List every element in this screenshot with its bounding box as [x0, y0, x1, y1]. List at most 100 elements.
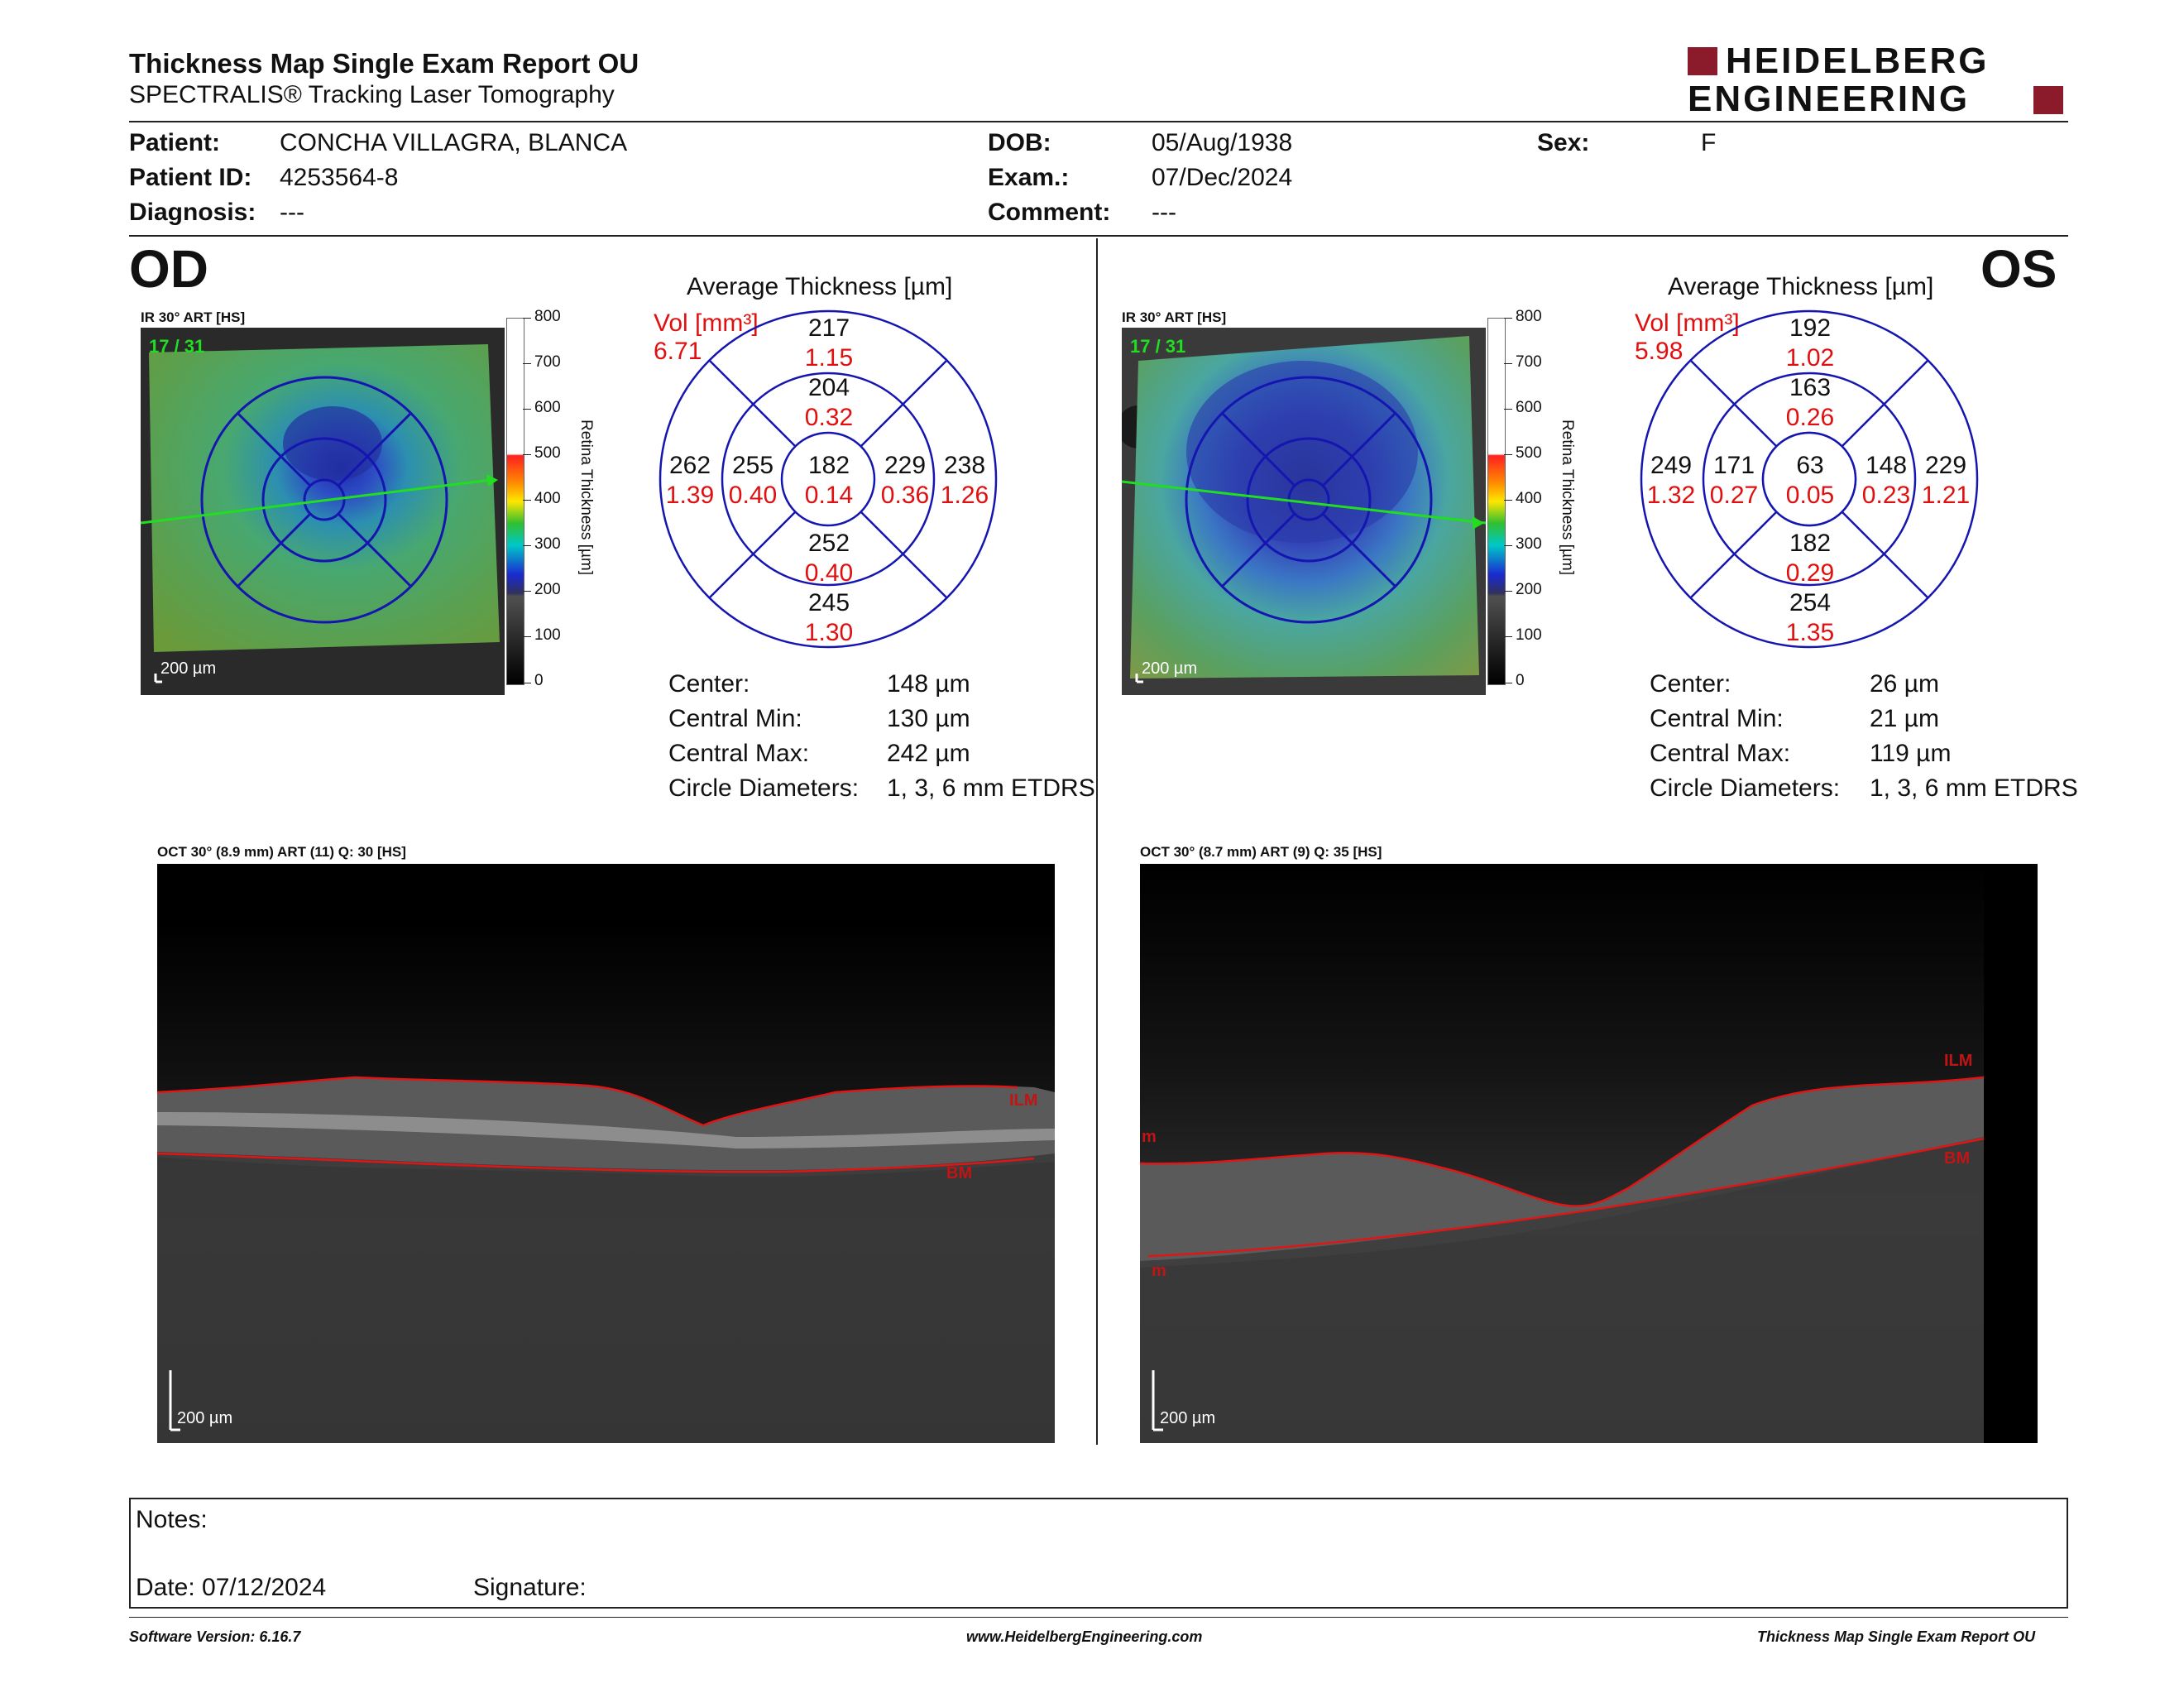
diagnosis-label: Diagnosis:: [129, 199, 256, 226]
od-scale-tick-700: 700: [534, 353, 561, 371]
od-thickness-map: 17 / 31 200 µm: [141, 328, 505, 695]
os-central-min-label: Central Min:: [1650, 705, 1784, 732]
os-outer-left-volume: 1.32: [1646, 482, 1696, 509]
od-inner-right-volume: 0.36: [880, 482, 930, 509]
od-scale-bar-label: 200 µm: [160, 659, 216, 678]
patient-id-value: 4253564-8: [280, 164, 399, 191]
od-outer-left-volume: 1.39: [665, 482, 715, 509]
notes-label: Notes:: [136, 1506, 208, 1533]
os-scale-bar-label: 200 µm: [1142, 659, 1197, 678]
patient-id-label: Patient ID:: [129, 164, 252, 191]
os-central-max-value: 119 µm: [1870, 740, 1952, 767]
os-inner-left-volume: 0.27: [1709, 482, 1759, 509]
os-frame-label: 17 / 31: [1130, 336, 1185, 357]
od-central-min-value: 130 µm: [887, 705, 970, 732]
os-thickness-map: 17 / 31 200 µm: [1122, 328, 1486, 695]
report-subtitle: SPECTRALIS® Tracking Laser Tomography: [129, 81, 615, 108]
os-outer-right-volume: 1.21: [1921, 482, 1971, 509]
logo-block-bottom: [2033, 86, 2063, 114]
od-inner-inf-thickness: 252: [807, 530, 850, 557]
os-vol-value: 5.98: [1635, 338, 1684, 365]
os-vol-label: Vol [mm³]: [1635, 309, 1740, 337]
od-central-min-label: Central Min:: [668, 705, 802, 732]
os-scale-tick-300: 300: [1516, 535, 1542, 553]
os-center-label: Center:: [1650, 670, 1731, 698]
od-center-label: Center:: [668, 670, 750, 698]
diagnosis-value: ---: [280, 199, 304, 226]
os-outer-inf-volume: 1.35: [1785, 619, 1835, 646]
os-oct-scan: ILM BM m m 200 µm: [1140, 864, 2038, 1443]
os-edge-mark-bottom: m: [1152, 1262, 1166, 1280]
os-scan-arrow: [1473, 516, 1484, 530]
od-outer-sup-thickness: 217: [807, 314, 850, 342]
od-oct-label: OCT 30° (8.9 mm) ART (11) Q: 30 [HS]: [157, 844, 406, 860]
od-ir-label: IR 30° ART [HS]: [141, 309, 246, 325]
od-outer-right-volume: 1.26: [940, 482, 989, 509]
od-ilm-label: ILM: [1009, 1091, 1037, 1110]
sex-label: Sex:: [1537, 129, 1590, 156]
os-inner-sup-volume: 0.26: [1785, 404, 1835, 431]
comment-value: ---: [1152, 199, 1176, 226]
os-scale-axis-label: Retina Thickness [µm]: [1559, 420, 1576, 575]
logo-line-1: HEIDELBERG: [1726, 41, 1990, 81]
os-outer-left-thickness: 249: [1650, 452, 1693, 479]
os-scan-line: [1122, 480, 1486, 525]
os-scale-tick-100: 100: [1516, 626, 1542, 644]
exam-value: 07/Dec/2024: [1152, 164, 1293, 191]
od-color-overlay: [149, 344, 500, 652]
od-bm-label: BM: [946, 1164, 972, 1182]
os-outer-sup-volume: 1.02: [1785, 344, 1835, 372]
od-inner-left-volume: 0.40: [728, 482, 778, 509]
sex-value: F: [1701, 129, 1717, 156]
od-scale-axis-label: Retina Thickness [µm]: [577, 420, 595, 575]
patient-value: CONCHA VILLAGRA, BLANCA: [280, 129, 628, 156]
od-outer-sup-volume: 1.15: [804, 344, 854, 372]
os-outer-inf-thickness: 254: [1789, 589, 1832, 616]
od-center-thickness: 182: [807, 452, 850, 479]
os-oct-label: OCT 30° (8.7 mm) ART (9) Q: 35 [HS]: [1140, 844, 1382, 860]
od-etdrs-grid-overlay: [200, 376, 448, 624]
os-bm-label: BM: [1944, 1149, 1970, 1168]
os-center-thickness: 63: [1796, 452, 1824, 479]
heidelberg-logo: HEIDELBERG ENGINEERING: [1688, 43, 2068, 119]
os-edge-mark-top: m: [1142, 1128, 1157, 1146]
os-ilm-line: [1140, 1076, 1985, 1207]
os-ir-label: IR 30° ART [HS]: [1122, 309, 1227, 325]
od-center-value: 148 µm: [887, 670, 970, 698]
notes-date: Date: 07/12/2024: [136, 1574, 327, 1601]
od-scale-tick-800: 800: [534, 308, 561, 325]
os-avg-title: Average Thickness [µm]: [1668, 273, 1934, 300]
os-center-volume: 0.05: [1785, 482, 1835, 509]
od-circle-diam-value: 1, 3, 6 mm ETDRS: [887, 774, 1095, 802]
od-scale-tick-600: 600: [534, 399, 561, 416]
dob-value: 05/Aug/1938: [1152, 129, 1293, 156]
od-vol-label: Vol [mm³]: [654, 309, 759, 337]
os-central-min-value: 21 µm: [1870, 705, 1939, 732]
notes-box[interactable]: Notes: Date: 07/12/2024 Signature:: [129, 1498, 2068, 1609]
os-inner-sup-thickness: 163: [1789, 374, 1832, 401]
os-central-max-label: Central Max:: [1650, 740, 1791, 767]
os-inner-right-volume: 0.23: [1861, 482, 1911, 509]
od-oct-scan: ILM BM 200 µm: [157, 864, 1055, 1443]
os-scale-tick-800: 800: [1516, 308, 1542, 325]
od-central-max-label: Central Max:: [668, 740, 810, 767]
os-bm-line: [1147, 1137, 1985, 1258]
od-ilm-line: [157, 1076, 1018, 1127]
od-circle-diam-label: Circle Diameters:: [668, 774, 860, 802]
os-circle-diam-value: 1, 3, 6 mm ETDRS: [1870, 774, 2078, 802]
od-etdrs-diagram: [659, 309, 998, 649]
od-scale-tick-0: 0: [534, 672, 544, 689]
od-outer-inf-volume: 1.30: [804, 619, 854, 646]
os-outer-sup-thickness: 192: [1789, 314, 1832, 342]
os-ilm-label: ILM: [1944, 1052, 1972, 1070]
os-scale-tick-200: 200: [1516, 581, 1542, 598]
os-inner-right-thickness: 148: [1865, 452, 1908, 479]
os-etdrs-grid-overlay: [1185, 376, 1433, 624]
patient-divider: [129, 235, 2068, 237]
od-scan-line: [141, 478, 492, 525]
footer-divider: [129, 1617, 2068, 1618]
od-frame-label: 17 / 31: [149, 336, 204, 357]
od-center-volume: 0.14: [804, 482, 854, 509]
footer-software-version: Software Version: 6.16.7: [129, 1628, 301, 1645]
od-central-max-value: 242 µm: [887, 740, 970, 767]
